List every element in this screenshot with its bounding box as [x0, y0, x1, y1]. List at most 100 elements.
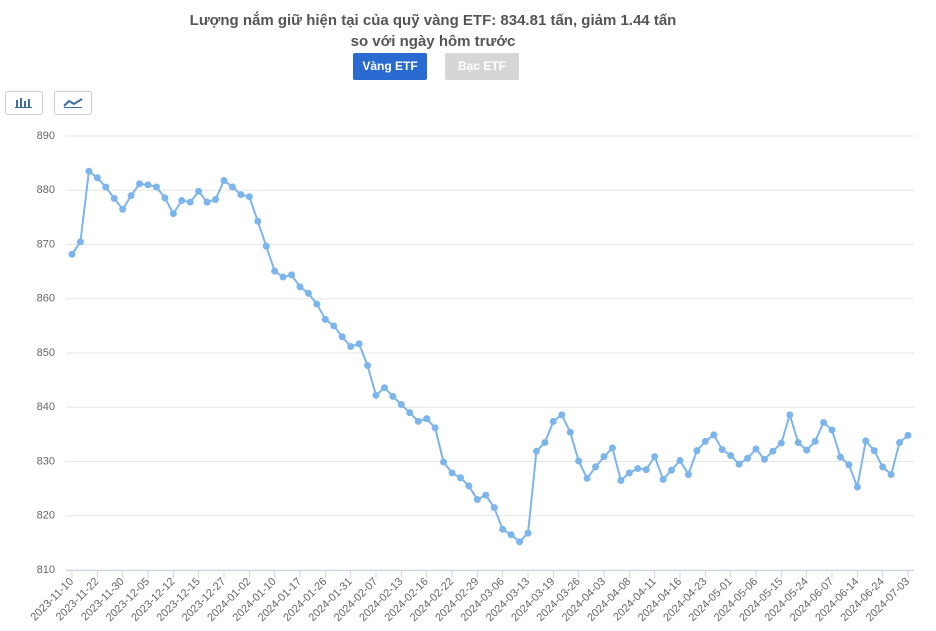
x-tick-label: 2024-02-29	[433, 576, 481, 624]
point	[490, 504, 498, 512]
point	[608, 444, 616, 452]
point	[245, 193, 253, 201]
bar-view-button[interactable]	[5, 91, 43, 115]
x-tick-label: 2024-03-06	[459, 576, 507, 624]
point	[777, 439, 785, 447]
point	[710, 431, 718, 439]
x-tick-label: 2023-12-12	[129, 576, 177, 624]
x-tick-label: 2024-01-02	[205, 576, 253, 624]
point	[406, 409, 414, 417]
point	[811, 437, 819, 445]
line	[71, 169, 909, 544]
point	[507, 531, 515, 539]
point	[93, 174, 101, 182]
x-tick-label: 2024-01-17	[256, 576, 304, 624]
point	[465, 482, 473, 490]
x-tick-label: 2023-11-22	[54, 576, 102, 624]
y-tick-label: 810	[37, 564, 55, 576]
tab-silver[interactable]: Bạc ETF	[445, 53, 519, 80]
x-tick-label: 2024-05-01	[687, 576, 735, 624]
point	[760, 455, 768, 463]
x-tick-label: 2024-02-07	[332, 576, 380, 624]
point	[786, 411, 794, 419]
point	[642, 466, 650, 474]
point	[195, 187, 203, 195]
point	[279, 273, 287, 281]
point	[625, 469, 633, 477]
point	[338, 333, 346, 341]
point	[119, 205, 127, 213]
y-tick-label: 890	[37, 130, 55, 142]
point	[296, 283, 304, 291]
point	[693, 447, 701, 455]
point	[904, 431, 912, 439]
point	[178, 197, 186, 205]
x-tick-label: 2024-03-26	[535, 576, 583, 624]
point	[304, 289, 312, 297]
point	[575, 457, 583, 465]
x-tick-label: 2024-03-19	[509, 576, 557, 624]
point	[152, 183, 160, 191]
x-tick-label: 2024-07-03	[864, 576, 912, 624]
point	[473, 495, 481, 503]
point	[862, 437, 870, 445]
point	[313, 300, 321, 308]
y-tick-label: 860	[37, 293, 55, 305]
point	[549, 417, 557, 425]
x-tick-label: 2024-01-10	[231, 576, 279, 624]
point	[186, 198, 194, 206]
point	[372, 391, 380, 399]
x-tick-label: 2024-04-11	[611, 576, 659, 624]
point	[676, 456, 684, 464]
point	[617, 476, 625, 484]
point	[879, 463, 887, 471]
line-view-button[interactable]	[54, 91, 92, 115]
x-tick-label: 2024-01-31	[307, 576, 355, 624]
point	[448, 469, 456, 477]
x-tick-label: 2024-02-13	[357, 576, 405, 624]
x-tick-label: 2024-04-23	[661, 576, 709, 624]
point	[254, 217, 262, 225]
point	[389, 392, 397, 400]
point	[583, 474, 591, 482]
point	[482, 491, 490, 499]
x-tick-label: 2024-03-13	[484, 576, 532, 624]
point	[321, 315, 329, 323]
point	[431, 424, 439, 432]
point	[144, 181, 152, 189]
point	[499, 525, 507, 533]
point	[102, 183, 110, 191]
point	[237, 191, 245, 199]
tab-gold[interactable]: Vàng ETF	[353, 53, 427, 80]
point	[355, 340, 363, 348]
point	[735, 460, 743, 468]
x-tick-label: 2024-05-15	[737, 576, 785, 624]
point	[161, 194, 169, 202]
point	[727, 452, 735, 460]
point	[288, 271, 296, 279]
x-tick-label: 2024-02-16	[383, 576, 431, 624]
point	[566, 428, 574, 436]
y-tick-label: 830	[37, 455, 55, 467]
x-tick-label: 2024-06-07	[788, 576, 836, 624]
point	[68, 250, 76, 258]
point	[668, 466, 676, 474]
point	[541, 439, 549, 447]
point	[600, 453, 608, 461]
point	[752, 445, 760, 453]
point	[220, 176, 228, 184]
x-tick-label: 2024-05-06	[712, 576, 760, 624]
x-tick-label: 2024-04-08	[585, 576, 633, 624]
point	[794, 439, 802, 447]
x-tick-label: 2023-12-27	[180, 576, 228, 624]
point	[651, 453, 659, 461]
point	[110, 194, 118, 202]
point	[828, 426, 836, 434]
point	[380, 384, 388, 392]
point	[887, 471, 895, 479]
point	[532, 447, 540, 455]
y-tick-label: 870	[37, 238, 55, 250]
point	[330, 322, 338, 330]
point	[870, 447, 878, 455]
point	[347, 342, 355, 350]
